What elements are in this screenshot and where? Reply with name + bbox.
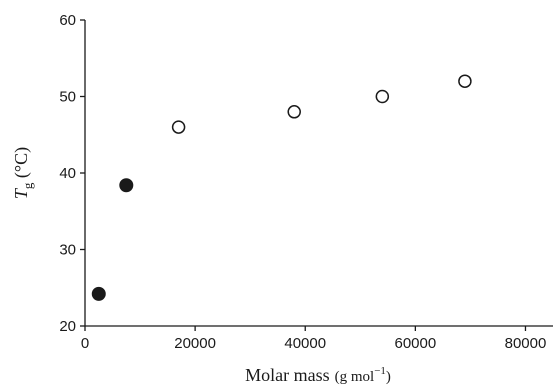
x-tick-label: 40000 — [284, 335, 326, 352]
y-tick-label: 60 — [59, 12, 76, 29]
x-axis-title-main: Molar mass — [245, 365, 330, 385]
open-data-point — [287, 105, 301, 119]
y-axis-ticks: 20 30 40 50 60 — [59, 12, 85, 335]
x-axis-title-unit: (g mol — [335, 369, 375, 385]
open-data-point — [171, 120, 186, 134]
x-axis-ticks: 0 20000 40000 60000 80000 — [81, 326, 547, 352]
x-tick-label: 80000 — [505, 335, 547, 352]
data-points — [91, 74, 472, 301]
filled-data-point — [119, 178, 134, 193]
y-axis-title: Tg (°C) — [11, 147, 35, 199]
y-axis-title-subscript: g — [20, 182, 35, 189]
open-data-point — [375, 89, 390, 104]
y-tick-label: 20 — [59, 318, 76, 335]
y-tick-label: 50 — [59, 89, 76, 106]
filled-data-point — [91, 286, 106, 301]
x-tick-label: 20000 — [174, 335, 216, 352]
x-axis-title-unit-close: ) — [386, 369, 391, 385]
x-axis-title-unit-exponent: −1 — [374, 365, 386, 377]
x-tick-label: 0 — [81, 335, 89, 352]
plot-frame — [84, 20, 553, 327]
open-data-point — [458, 74, 472, 88]
y-tick-label: 30 — [59, 242, 76, 259]
y-tick-label: 40 — [59, 165, 76, 182]
x-axis-title: Molar mass (g mol−1) — [245, 365, 391, 385]
x-tick-label: 60000 — [394, 335, 436, 352]
y-axis-title-symbol: T — [11, 187, 31, 199]
y-axis-title-unit: (°C) — [11, 147, 32, 183]
